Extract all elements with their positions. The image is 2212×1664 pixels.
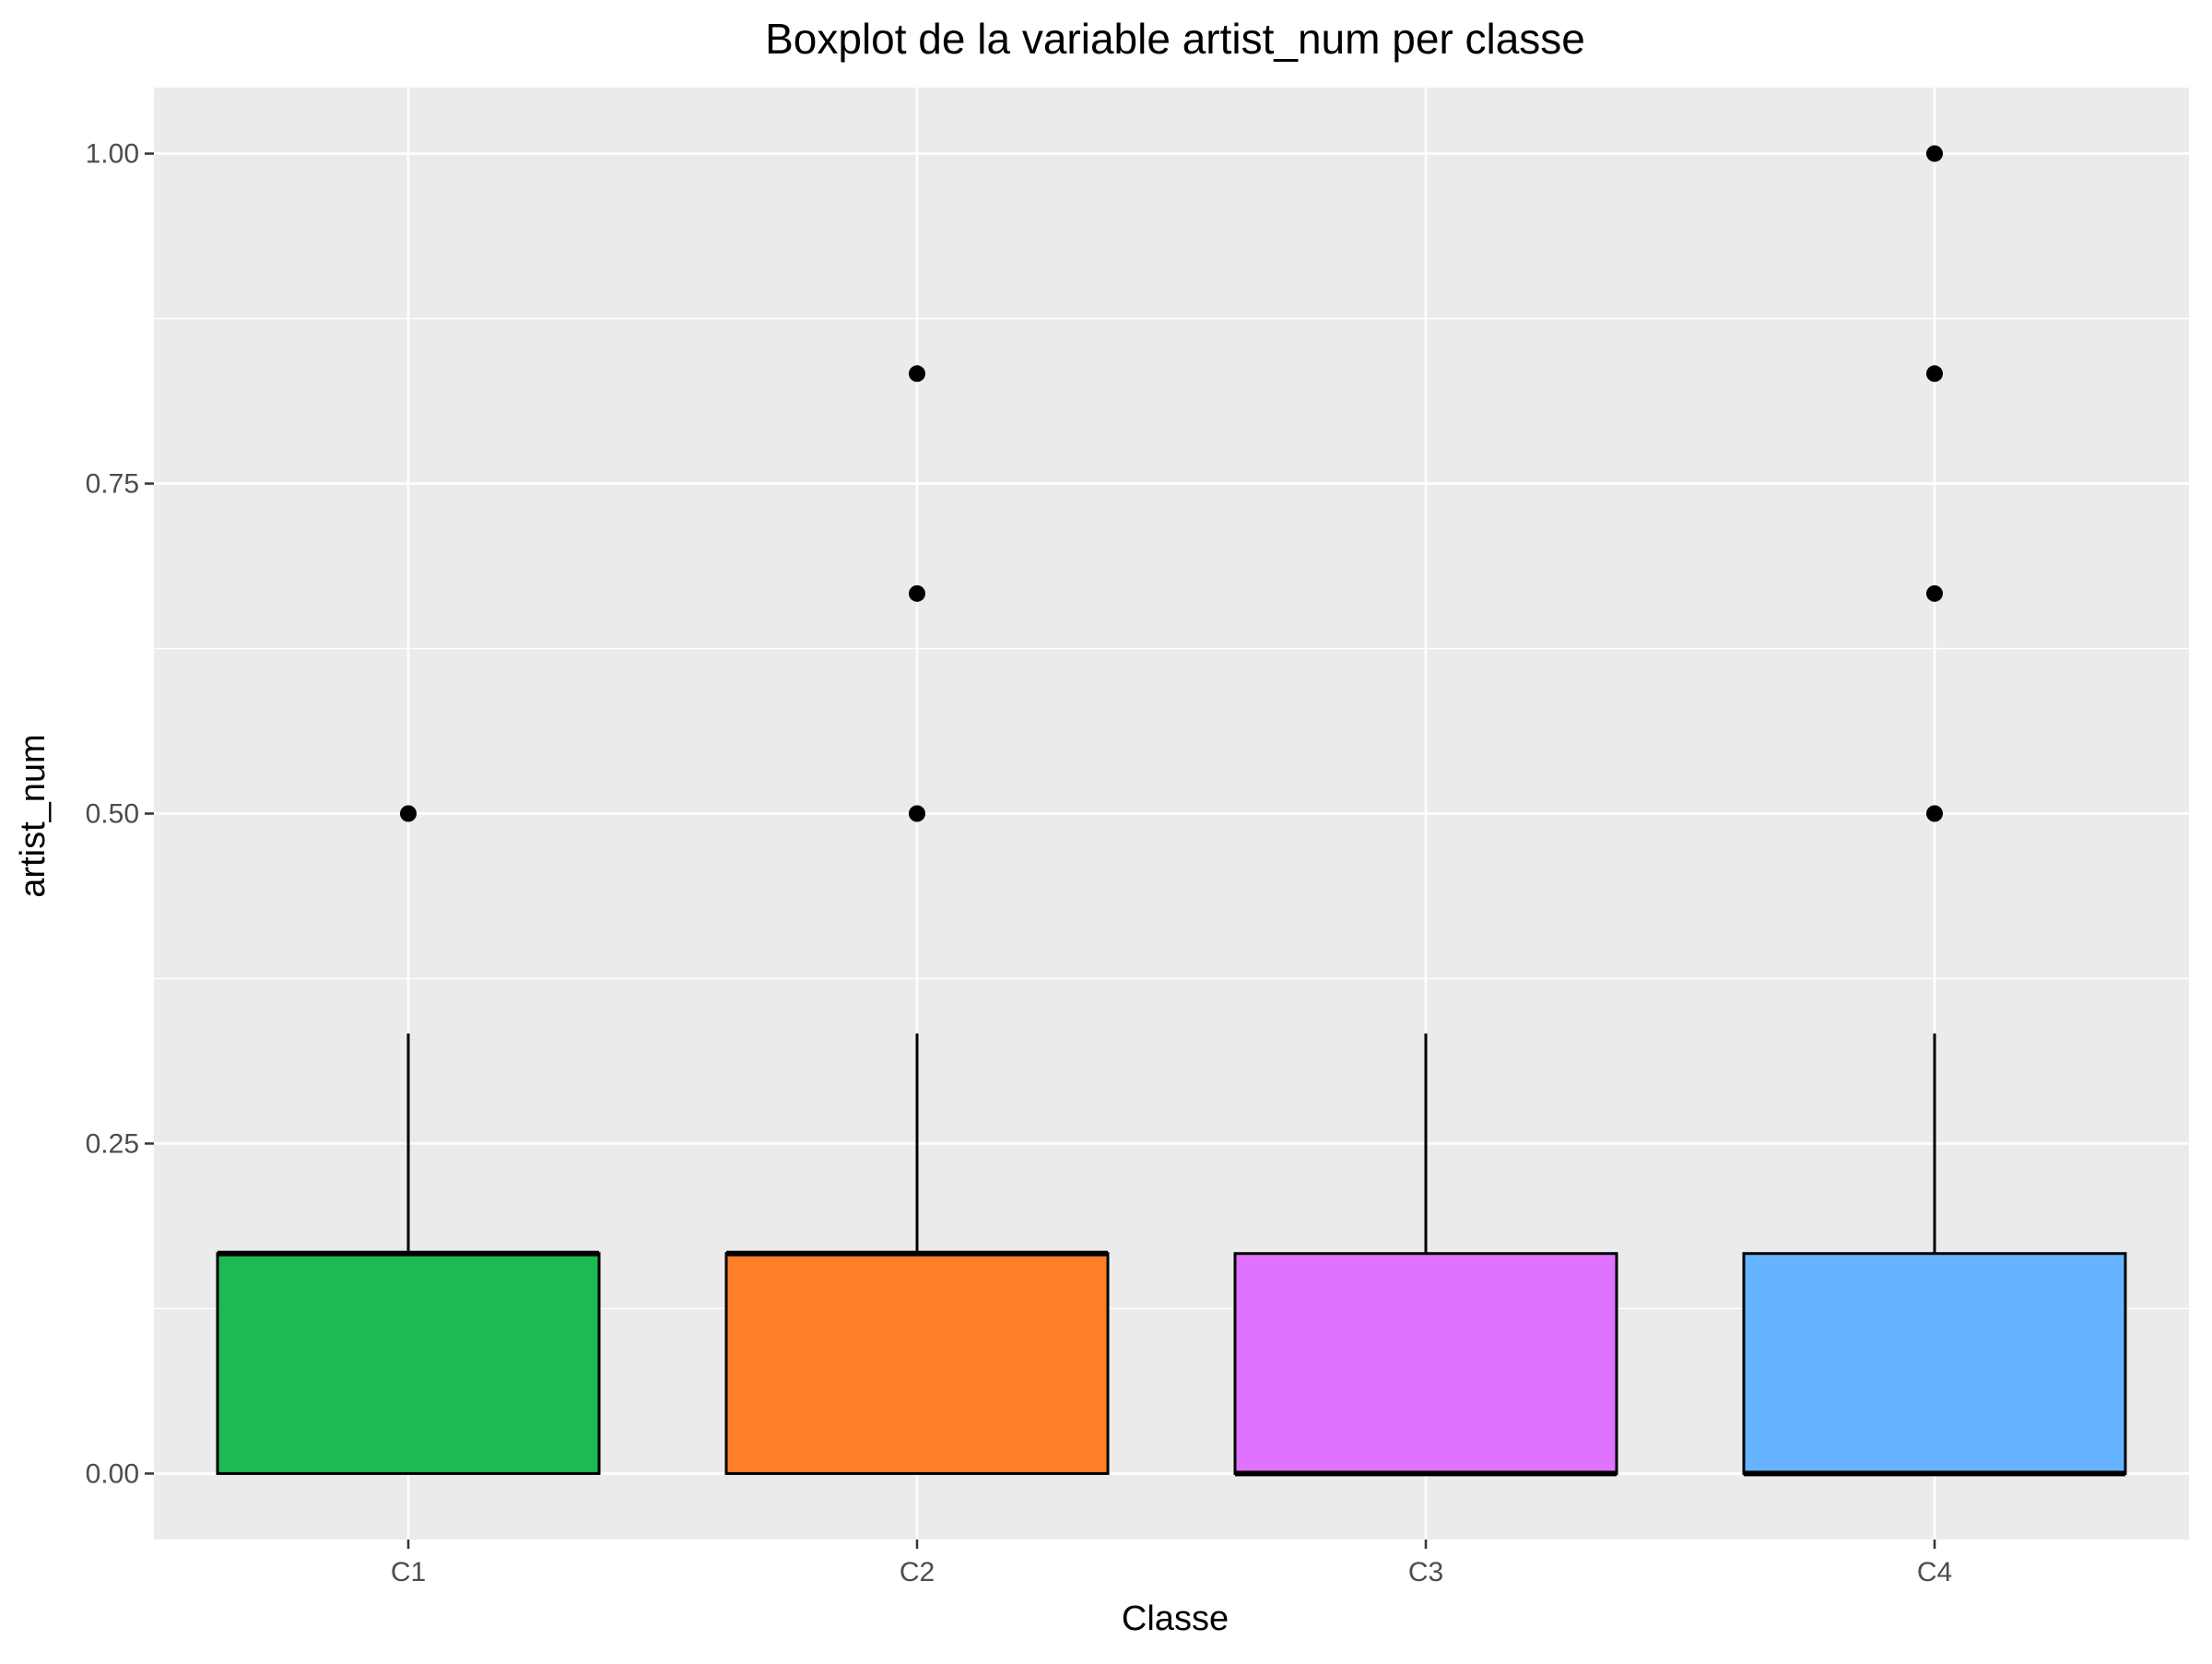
y-tick-label: 0.25 xyxy=(86,1128,139,1159)
y-tick-label: 0.00 xyxy=(86,1458,139,1489)
outlier-point xyxy=(1926,365,1943,383)
box-C3 xyxy=(1233,1033,1618,1477)
y-tick-label: 0.75 xyxy=(86,469,139,500)
box-body xyxy=(1233,1252,1618,1475)
x-tick-label: C4 xyxy=(1917,1557,1952,1587)
outlier-point xyxy=(909,805,925,822)
x-tick-label: C2 xyxy=(900,1557,935,1587)
y-axis-title: artist_num xyxy=(14,734,53,897)
box-C2 xyxy=(724,365,1110,1475)
box-C4 xyxy=(1742,145,2127,1477)
plot-panel xyxy=(154,88,2189,1540)
outlier-point xyxy=(1926,145,1943,162)
chart-title: Boxplot de la variable artist_num per cl… xyxy=(765,15,1585,63)
box-C1 xyxy=(216,805,601,1475)
y-tick-label: 0.50 xyxy=(86,799,139,830)
y-tick-label: 1.00 xyxy=(86,139,139,170)
box-body xyxy=(1742,1252,2127,1475)
x-tick-label: C1 xyxy=(391,1557,426,1587)
box-body xyxy=(724,1252,1110,1475)
outlier-point xyxy=(909,365,925,383)
outlier-point xyxy=(909,584,925,602)
outlier-point xyxy=(1926,584,1943,602)
outlier-point xyxy=(400,805,417,822)
box-body xyxy=(216,1252,601,1475)
x-tick-label: C3 xyxy=(1408,1557,1443,1587)
x-axis-title: Classe xyxy=(1122,1599,1229,1638)
outlier-point xyxy=(1926,805,1943,822)
